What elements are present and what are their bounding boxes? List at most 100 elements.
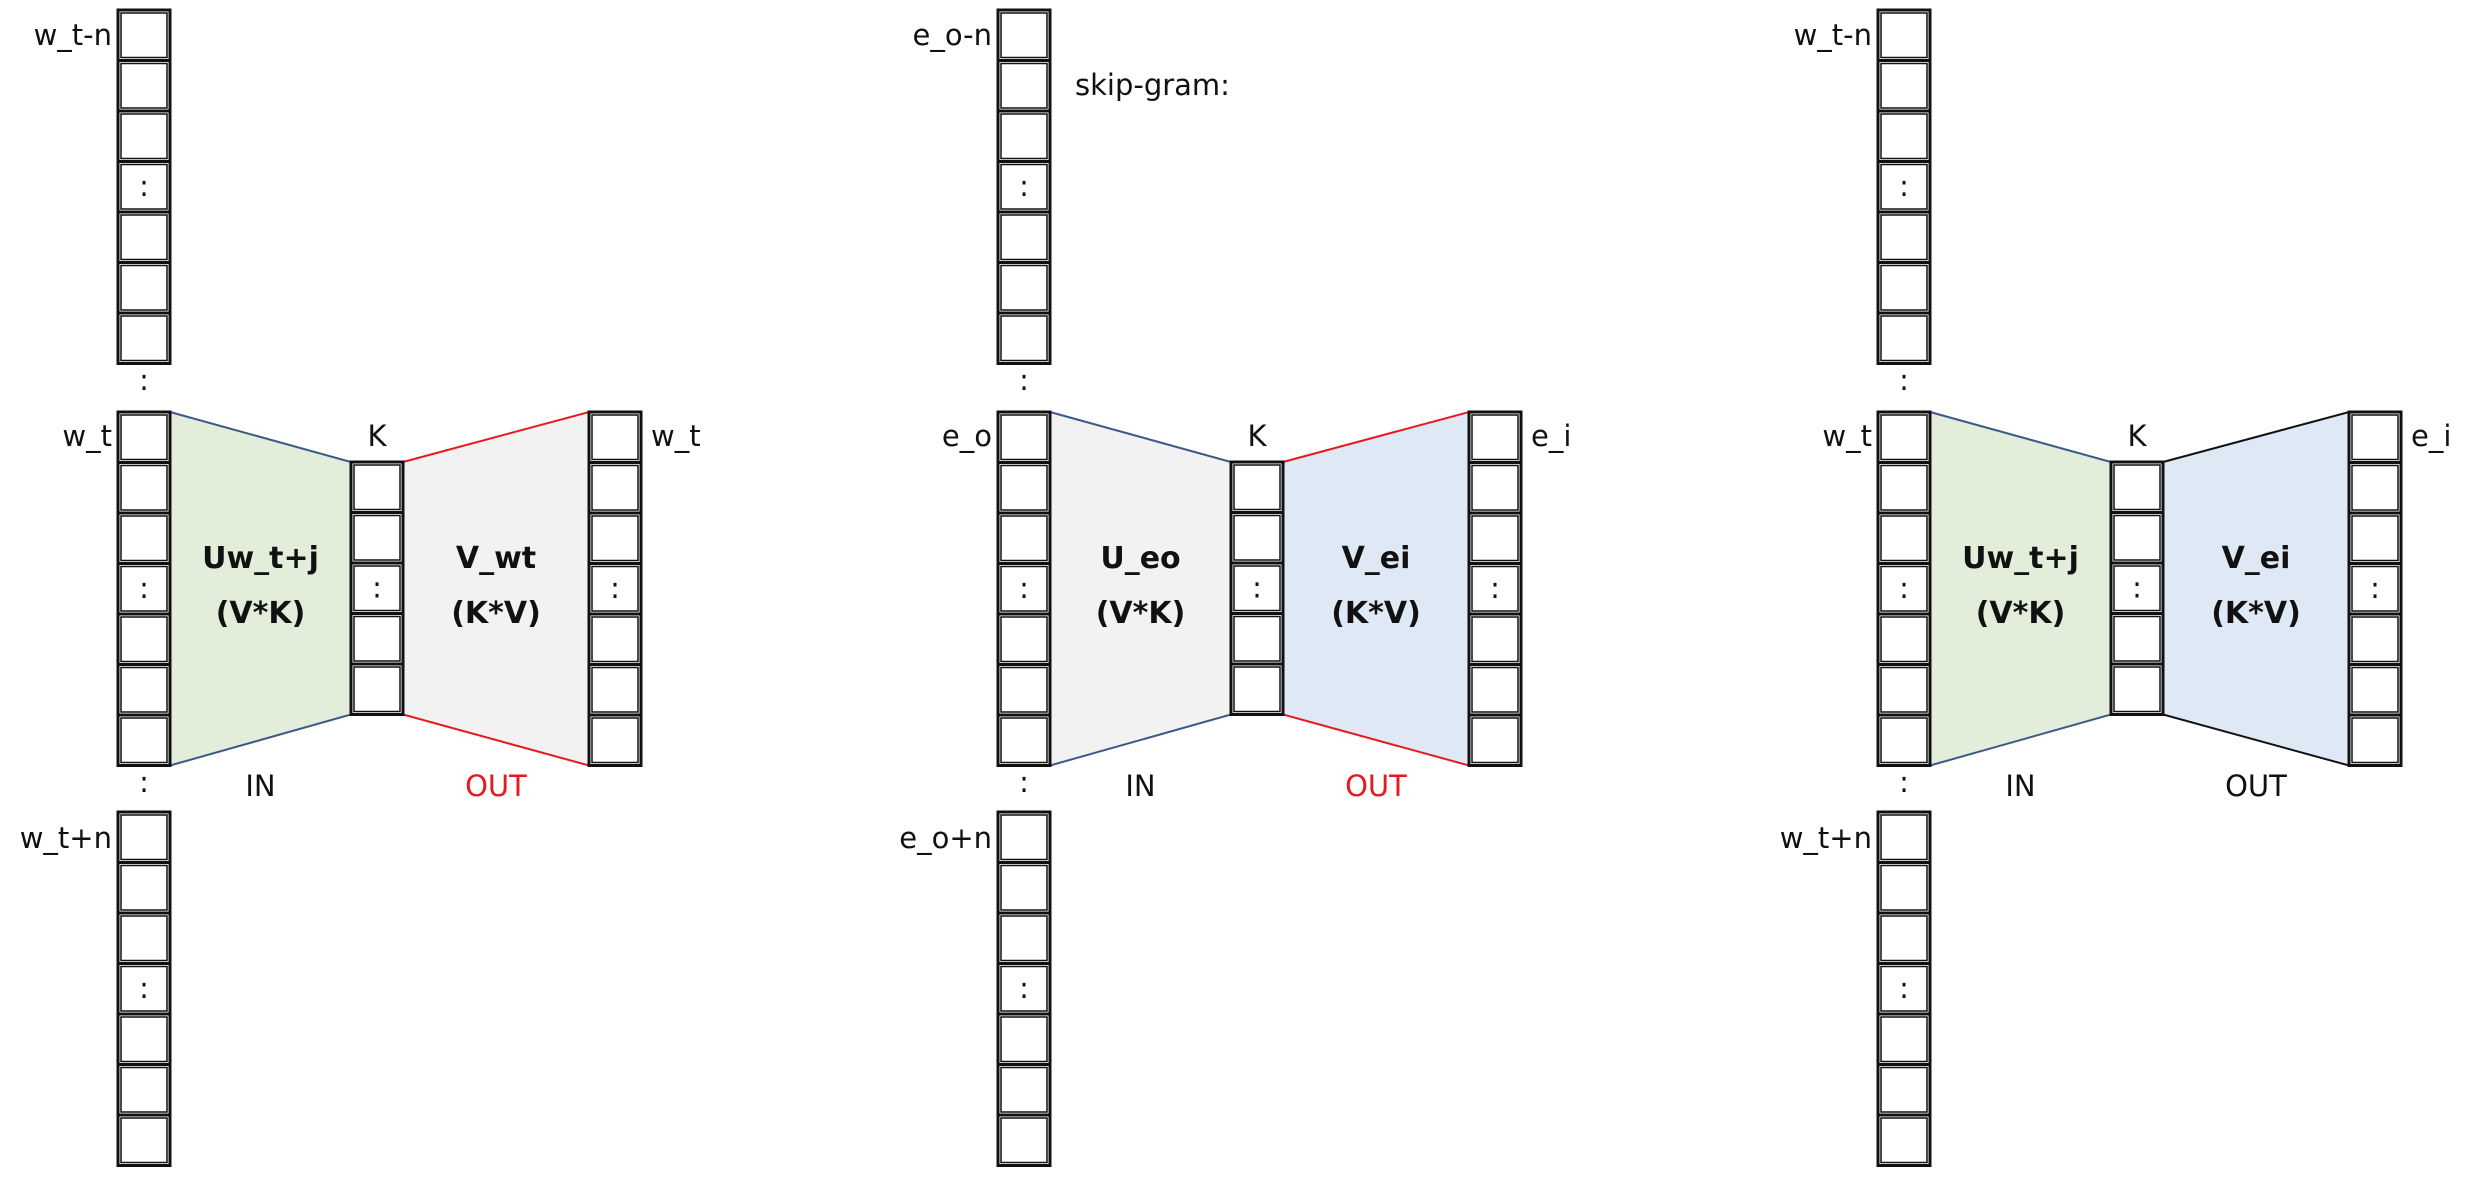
vector-cell xyxy=(996,8,1052,62)
output-matrix-shape: (K*V) xyxy=(2211,596,2301,631)
vector-cell xyxy=(116,59,172,113)
vector-cell-sketch xyxy=(1880,264,1928,311)
vector-cell xyxy=(1467,410,1523,464)
vector-cell-sketch xyxy=(353,514,401,561)
hidden-layer-vector: : xyxy=(349,460,405,716)
ellipsis-dots: : xyxy=(139,169,149,203)
hidden-layer-label: K xyxy=(1247,419,1267,453)
vector-cell xyxy=(116,410,172,464)
vector-cell-sketch xyxy=(1000,864,1048,911)
vector-cell-sketch xyxy=(1880,1016,1928,1063)
vector-cell xyxy=(1876,8,1932,62)
vector-cell xyxy=(1876,461,1932,515)
vector-cell xyxy=(116,160,172,214)
vector-cell-sketch xyxy=(1000,62,1048,109)
vector-cell-sketch xyxy=(120,814,168,861)
vector-cell-sketch xyxy=(120,864,168,911)
output-vector: : xyxy=(2347,410,2403,767)
ellipsis-dots: : xyxy=(139,971,149,1005)
output-vector-label: e_i xyxy=(2411,419,2451,453)
in-caption: IN xyxy=(2005,769,2035,803)
network-panel-3: ::::::: w_t-nw_tw_t+n K e_iUw_t+j(V*K) V_ei(… xyxy=(1780,8,2451,1167)
gap-dots-top: : xyxy=(139,363,149,397)
bottom-vector-label: e_o+n xyxy=(899,821,992,855)
vector-cell xyxy=(2347,713,2403,767)
vector-cell xyxy=(116,663,172,717)
vector-cell-sketch xyxy=(1233,666,1281,713)
vector-cell xyxy=(1876,410,1932,464)
input-matrix-name: Uw_t+j xyxy=(202,541,319,576)
vector-cell xyxy=(116,311,172,365)
vector-cell-sketch xyxy=(591,565,639,612)
vector-cell-sketch xyxy=(1000,717,1048,764)
output-vector: : xyxy=(587,410,643,767)
gap-dots-top: : xyxy=(1899,363,1909,397)
vector-cell-sketch xyxy=(120,163,168,210)
vector-cell-sketch xyxy=(353,565,401,612)
vector-cell xyxy=(116,962,172,1016)
vector-cell xyxy=(1876,612,1932,666)
network-panel-2: ::::::: e_o-ne_oe_o+n K e_iU_eo(V*K) V_ei(K*… xyxy=(899,8,1571,1167)
context-vector-bottom: : xyxy=(116,810,172,1167)
input-matrix-name: Uw_t+j xyxy=(1962,541,2079,576)
vector-cell xyxy=(349,612,405,666)
vector-cell xyxy=(116,810,172,864)
vector-cell xyxy=(996,1012,1052,1066)
vector-cell xyxy=(1876,911,1932,965)
vector-cell-sketch xyxy=(1000,565,1048,612)
vector-cell-sketch xyxy=(1880,965,1928,1012)
vector-cell-sketch xyxy=(2351,717,2399,764)
vector-cell xyxy=(1876,663,1932,717)
vector-cell-sketch xyxy=(120,414,168,461)
vector-cell-sketch xyxy=(2113,666,2161,713)
vector-cell-sketch xyxy=(120,1117,168,1164)
network-panel-1: ::::::: w_t-nw_tw_t+n K w_tUw_t+j(V*K) V_wt(… xyxy=(20,8,701,1167)
vector-cell xyxy=(2109,561,2165,615)
vector-cell xyxy=(996,663,1052,717)
vector-cell xyxy=(116,511,172,565)
vector-cell xyxy=(1876,261,1932,315)
vector-cell-sketch xyxy=(120,1066,168,1113)
vector-cell-sketch xyxy=(353,464,401,511)
vector-cell xyxy=(2347,562,2403,616)
hidden-layer-vector: : xyxy=(2109,460,2165,716)
gap-dots-bottom: : xyxy=(1899,765,1909,799)
vector-cell xyxy=(587,511,643,565)
vector-cell xyxy=(1876,59,1932,113)
vector-cell xyxy=(1467,713,1523,767)
vector-cell-sketch xyxy=(1880,565,1928,612)
vector-cell-sketch xyxy=(1000,214,1048,261)
vector-cell-sketch xyxy=(1233,565,1281,612)
bottom-vector-label: w_t+n xyxy=(20,821,112,855)
ellipsis-dots: : xyxy=(139,571,149,605)
vector-cell-sketch xyxy=(120,264,168,311)
vector-cell-sketch xyxy=(120,113,168,160)
vector-cell-sketch xyxy=(1880,62,1928,109)
vector-cell-sketch xyxy=(1880,915,1928,962)
center-vector-label: w_t xyxy=(1822,419,1872,453)
out-caption: OUT xyxy=(1345,769,1407,803)
vector-cell xyxy=(116,461,172,515)
vector-cell-sketch xyxy=(1000,113,1048,160)
vector-cell-sketch xyxy=(1471,464,1519,511)
center-vector-label: e_o xyxy=(942,419,992,453)
output-vector-label: w_t xyxy=(651,419,701,453)
vector-cell-sketch xyxy=(1233,615,1281,662)
vector-cell xyxy=(116,109,172,163)
vector-cell-sketch xyxy=(2113,514,2161,561)
vector-cell-sketch xyxy=(1000,965,1048,1012)
vector-cell-sketch xyxy=(353,666,401,713)
vector-cell-sketch xyxy=(1000,315,1048,362)
vector-cell-sketch xyxy=(591,717,639,764)
ellipsis-dots: : xyxy=(2132,570,2142,604)
output-matrix-name: V_wt xyxy=(456,541,536,576)
vector-cell-sketch xyxy=(1880,814,1928,861)
vector-cell xyxy=(1876,962,1932,1016)
vector-cell-sketch xyxy=(1880,464,1928,511)
output-matrix-name: V_ei xyxy=(1342,541,1411,576)
vector-cell xyxy=(2109,460,2165,514)
vector-cell-sketch xyxy=(1000,414,1048,461)
skip-gram-note: skip-gram: xyxy=(1075,68,1230,102)
out-caption: OUT xyxy=(2225,769,2287,803)
